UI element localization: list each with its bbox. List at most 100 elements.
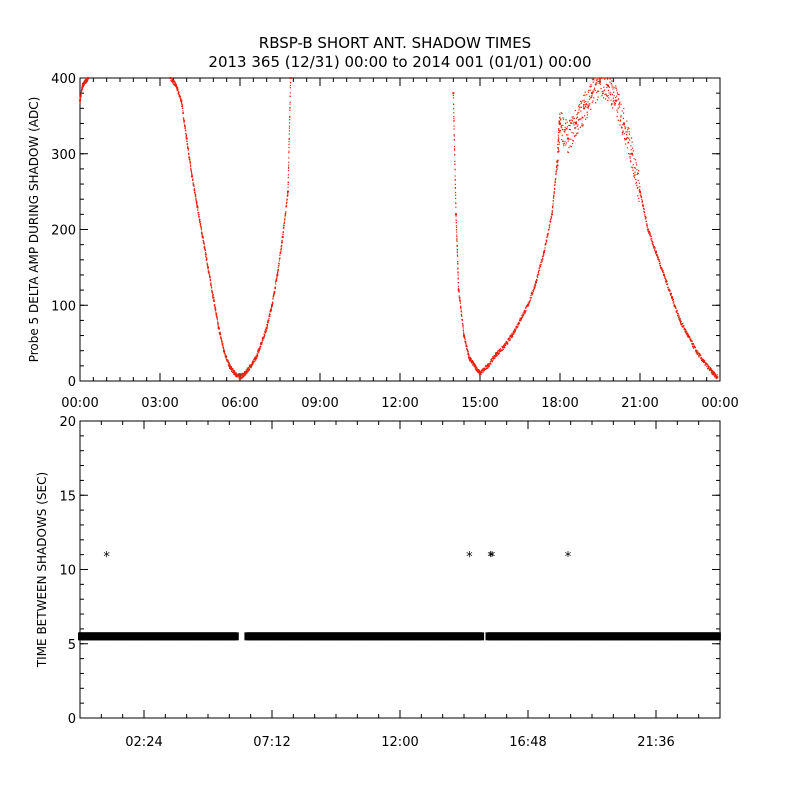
data-point (248, 367, 250, 369)
data-point (211, 293, 213, 295)
data-point (479, 370, 481, 372)
data-point (604, 78, 606, 80)
data-point (537, 276, 539, 279)
data-point (533, 288, 535, 291)
data-point (524, 311, 526, 313)
data-point (592, 93, 594, 95)
data-point (524, 309, 526, 312)
data-point (582, 124, 584, 126)
data-point (282, 233, 284, 235)
plot-frame (79, 420, 721, 719)
data-point (644, 214, 646, 216)
data-point (715, 375, 717, 377)
data-point (530, 295, 532, 297)
data-point (551, 217, 553, 219)
data-point (281, 245, 283, 247)
data-point (688, 336, 690, 338)
data-point (506, 340, 508, 343)
data-point (545, 242, 547, 245)
data-point (263, 337, 265, 339)
data-point (512, 335, 514, 338)
data-point (614, 102, 616, 104)
data-point (287, 170, 290, 172)
data-point (556, 160, 559, 163)
data-point (469, 360, 472, 362)
data-point (586, 103, 588, 105)
data-point (591, 78, 593, 81)
data-point (282, 231, 284, 233)
data-point (277, 269, 279, 272)
data-point (688, 336, 690, 338)
data-point (213, 297, 215, 299)
data-point (630, 160, 632, 162)
data-point (685, 330, 687, 333)
data-point (590, 97, 592, 99)
data-point (661, 269, 663, 271)
data-point (572, 116, 574, 118)
data-point (455, 194, 457, 196)
data-point (270, 310, 272, 312)
data-point (183, 117, 185, 120)
data-point (198, 211, 200, 214)
data-point (533, 287, 535, 289)
data-point (648, 232, 650, 234)
data-point (206, 265, 208, 267)
data-point (206, 258, 208, 260)
data-point (525, 310, 527, 312)
data-point (637, 195, 639, 197)
data-point (636, 169, 638, 171)
data-point (226, 360, 228, 363)
data-point (511, 334, 513, 337)
data-point (505, 344, 507, 347)
data-point (529, 299, 531, 301)
data-point (541, 261, 543, 263)
data-point (196, 202, 198, 204)
data-point (610, 82, 612, 85)
data-point (692, 343, 694, 346)
data-point (273, 292, 276, 294)
data-point (542, 258, 544, 260)
data-point (287, 192, 289, 194)
data-point (277, 267, 279, 269)
data-point (673, 304, 675, 306)
data-point (241, 375, 244, 378)
data-point (714, 376, 716, 378)
data-point (289, 122, 291, 124)
data-point (203, 246, 205, 248)
data-point (285, 211, 287, 213)
data-point (257, 349, 259, 351)
data-point (575, 121, 577, 123)
data-point (587, 106, 589, 108)
data-point (265, 330, 267, 332)
data-point (662, 270, 664, 272)
data-point (457, 274, 459, 276)
data-point (271, 301, 274, 303)
data-point (457, 262, 459, 265)
data-point (269, 313, 271, 315)
data-point (197, 214, 199, 216)
data-point (645, 217, 647, 219)
data-point (590, 85, 592, 87)
data-point (592, 90, 594, 92)
data-point (289, 109, 291, 111)
data-point (602, 90, 604, 93)
data-point (187, 148, 189, 150)
data-point (587, 104, 589, 106)
data-point (595, 83, 597, 85)
data-point (647, 230, 649, 232)
data-point (627, 142, 629, 144)
data-point (498, 352, 500, 354)
data-point (596, 92, 598, 94)
data-point (515, 329, 517, 331)
data-point (605, 98, 607, 100)
data-point (640, 195, 642, 198)
data-point (497, 350, 499, 352)
data-point (716, 376, 719, 379)
data-point (463, 333, 465, 335)
data-point (557, 150, 559, 153)
data-point (597, 96, 599, 98)
data-point (209, 275, 211, 277)
data-point (453, 145, 456, 148)
data-point (462, 323, 464, 325)
data-point (573, 121, 575, 123)
